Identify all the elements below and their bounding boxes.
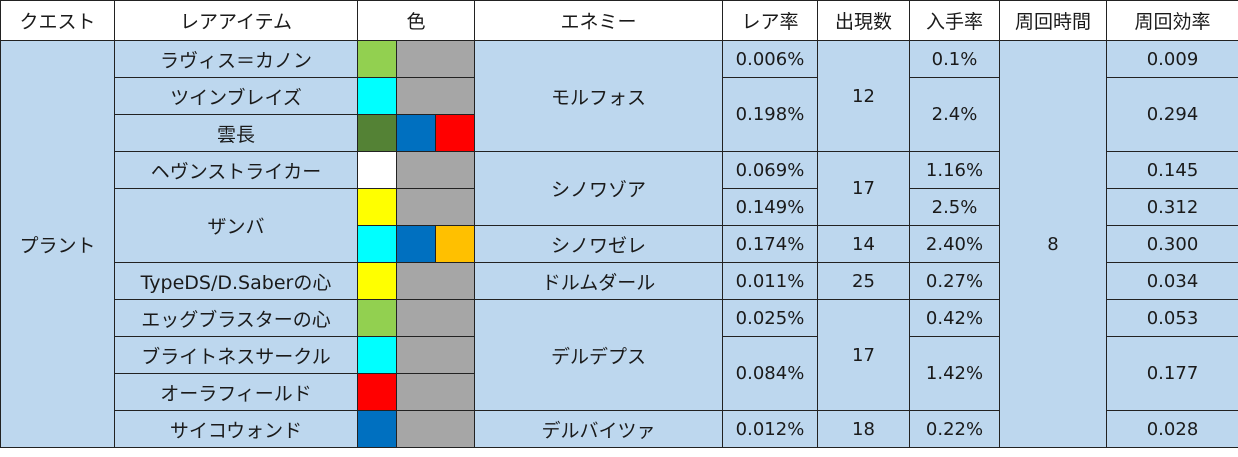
cycle-efficiency: 0.145 xyxy=(1106,151,1238,189)
cycle-time: 8 xyxy=(999,40,1107,448)
header-spawn-count: 出現数 xyxy=(817,0,910,41)
spawn-count: 25 xyxy=(817,262,910,300)
color-swatch xyxy=(357,262,397,300)
color-swatch xyxy=(357,151,397,189)
obtain-rate: 1.42% xyxy=(909,336,1000,411)
rare-rate: 0.198% xyxy=(722,77,818,152)
obtain-rate: 2.4% xyxy=(909,77,1000,152)
obtain-rate: 0.42% xyxy=(909,299,1000,337)
color-swatch xyxy=(357,225,397,263)
color-swatch xyxy=(357,114,397,152)
obtain-rate: 2.5% xyxy=(909,188,1000,226)
item-name: ザンバ xyxy=(114,188,358,263)
spawn-count: 14 xyxy=(817,225,910,263)
item-name: ラヴィス＝カノン xyxy=(114,40,358,78)
spawn-count: 18 xyxy=(817,410,910,448)
cycle-efficiency: 0.294 xyxy=(1106,77,1238,152)
rare-rate: 0.006% xyxy=(722,40,818,78)
item-name: オーラフィールド xyxy=(114,373,358,411)
header-cycle-time: 周回時間 xyxy=(999,0,1107,41)
enemy-name: モルフォス xyxy=(474,40,723,152)
color-swatch xyxy=(357,373,397,411)
color-swatch xyxy=(357,188,397,226)
color-swatch xyxy=(357,299,397,337)
color-swatch xyxy=(396,188,475,226)
cycle-efficiency: 0.300 xyxy=(1106,225,1238,263)
color-swatch xyxy=(396,336,475,374)
obtain-rate: 1.16% xyxy=(909,151,1000,189)
color-swatch xyxy=(396,299,475,337)
obtain-rate: 0.1% xyxy=(909,40,1000,78)
cycle-efficiency: 0.028 xyxy=(1106,410,1238,448)
table-row: ブライトネスサークル 0.084% 1.42% 0.177 xyxy=(1,336,1238,411)
obtain-rate: 0.22% xyxy=(909,410,1000,448)
item-name: サイコウォンド xyxy=(114,410,358,448)
item-name: TypeDS/D.Saberの心 xyxy=(114,262,358,300)
cycle-efficiency: 0.009 xyxy=(1106,40,1238,78)
table-row: ヘヴンストライカー シノワゾア 0.069% 17 1.16% 0.145 xyxy=(1,151,1238,226)
obtain-rate: 2.40% xyxy=(909,225,1000,263)
header-rare-item: レアアイテム xyxy=(114,0,358,41)
table-row: ツインブレイズ 0.198% 2.4% 0.294 xyxy=(1,77,1238,152)
color-swatch xyxy=(396,225,436,263)
quest-cell: プラント xyxy=(0,40,115,448)
cycle-efficiency: 0.312 xyxy=(1106,188,1238,226)
rare-rate: 0.149% xyxy=(722,188,818,226)
color-swatch xyxy=(396,151,475,189)
color-swatch xyxy=(357,40,397,78)
color-swatch xyxy=(396,410,475,448)
header-row: クエスト レアアイテム 色 エネミー レア率 出現数 入手率 周回時間 周回効率 xyxy=(0,0,1238,41)
header-color: 色 xyxy=(357,0,475,41)
header-obtain-rate: 入手率 xyxy=(909,0,1000,41)
item-name: エッグブラスターの心 xyxy=(114,299,358,337)
enemy-name: ドルムダール xyxy=(474,262,723,300)
rare-rate: 0.069% xyxy=(722,151,818,189)
enemy-name: シノワゼレ xyxy=(474,225,723,263)
enemy-name: デルバイツァ xyxy=(474,410,723,448)
obtain-rate: 0.27% xyxy=(909,262,1000,300)
table-row: オーラフィールド xyxy=(1,373,1238,411)
table-row: 雲長 xyxy=(1,114,1238,152)
header-quest: クエスト xyxy=(0,0,115,41)
enemy-name: シノワゾア xyxy=(474,151,723,226)
table-row: サイコウォンド デルバイツァ 0.012% 18 0.22% 0.028 xyxy=(1,410,1238,448)
rare-rate: 0.025% xyxy=(722,299,818,337)
color-swatch xyxy=(396,262,475,300)
header-rare-rate: レア率 xyxy=(722,0,818,41)
color-swatch xyxy=(396,373,475,411)
spawn-count: 17 xyxy=(817,151,910,226)
spawn-count: 12 xyxy=(817,40,910,152)
color-swatch xyxy=(435,114,475,152)
table-row: プラント ラヴィス＝カノン モルフォス 0.006% 12 0.1% 8 0.0… xyxy=(0,40,1238,448)
cycle-efficiency: 0.053 xyxy=(1106,299,1238,337)
cycle-efficiency: 0.177 xyxy=(1106,336,1238,411)
rare-rate: 0.084% xyxy=(722,336,818,411)
cycle-efficiency: 0.034 xyxy=(1106,262,1238,300)
rare-rate: 0.011% xyxy=(722,262,818,300)
item-name: ヘヴンストライカー xyxy=(114,151,358,189)
header-enemy: エネミー xyxy=(474,0,723,41)
table-row: TypeDS/D.Saberの心 ドルムダール 0.011% 25 0.27% … xyxy=(1,262,1238,300)
color-swatch xyxy=(435,225,475,263)
color-swatch xyxy=(357,77,397,115)
item-name: 雲長 xyxy=(114,114,358,152)
table-row: シノワゼレ 0.174% 14 2.40% 0.300 xyxy=(1,225,1238,263)
color-swatch xyxy=(396,114,436,152)
spawn-count: 17 xyxy=(817,299,910,411)
table-row: エッグブラスターの心 デルデプス 0.025% 17 0.42% 0.053 xyxy=(1,299,1238,411)
rare-rate: 0.012% xyxy=(722,410,818,448)
enemy-name: デルデプス xyxy=(474,299,723,411)
header-cycle-efficiency: 周回効率 xyxy=(1106,0,1238,41)
color-swatch xyxy=(396,77,475,115)
item-name: ブライトネスサークル xyxy=(114,336,358,374)
color-swatch xyxy=(396,40,475,78)
item-name: ツインブレイズ xyxy=(114,77,358,115)
color-swatch xyxy=(357,336,397,374)
color-swatch xyxy=(357,410,397,448)
rare-rate: 0.174% xyxy=(722,225,818,263)
